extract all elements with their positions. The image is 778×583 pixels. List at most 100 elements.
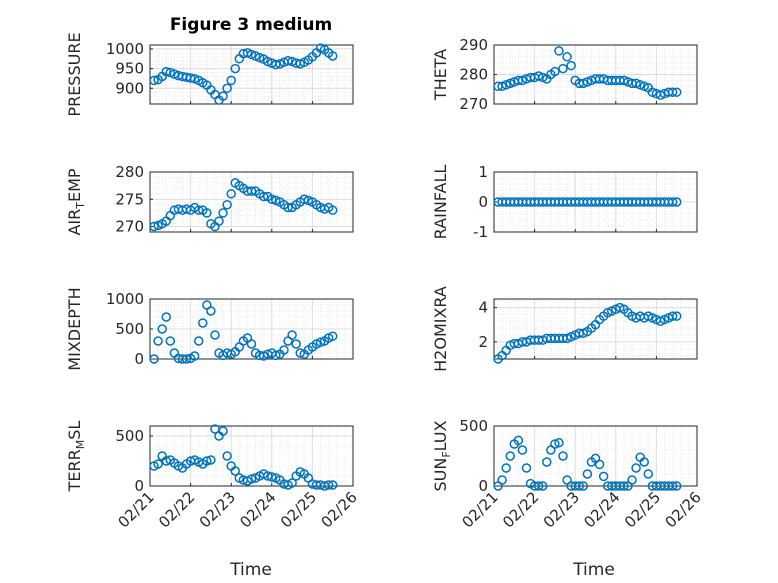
data-point <box>501 80 511 90</box>
data-point <box>550 66 560 77</box>
data-point <box>501 463 511 473</box>
data-point <box>533 481 544 491</box>
data-point <box>230 63 241 74</box>
subplot-terr-msl: 050002/2102/2202/2302/2402/2502/26TERRMS… <box>65 421 361 532</box>
data-point <box>283 202 293 213</box>
x-tick-label: 02/25 <box>277 488 320 531</box>
y-axis-label: MIXDEPTH <box>65 287 84 370</box>
data-point <box>582 469 593 479</box>
y-tick-label: 2 <box>478 333 488 351</box>
y-tick-label: 290 <box>459 36 488 54</box>
data-markers <box>493 435 682 491</box>
data-point <box>153 336 163 346</box>
data-point <box>202 208 212 218</box>
data-point <box>517 75 528 86</box>
x-tick-label: 02/22 <box>155 488 198 531</box>
data-point <box>287 478 297 488</box>
data-markers <box>149 178 338 232</box>
data-point <box>230 466 241 476</box>
y-tick-label: 0 <box>478 477 488 495</box>
axes-box <box>149 44 354 105</box>
data-point <box>327 51 338 61</box>
x-axis-label-right: Time <box>572 560 615 580</box>
data-point <box>198 318 208 328</box>
data-markers <box>149 43 338 105</box>
data-point <box>598 471 609 482</box>
x-tick-label: 02/26 <box>662 488 705 531</box>
data-point <box>295 348 305 358</box>
x-tick-label: 02/26 <box>318 488 361 531</box>
data-point <box>267 472 277 482</box>
y-tick-label: 950 <box>115 60 144 78</box>
data-point <box>181 354 192 364</box>
data-point <box>193 336 204 346</box>
axes-box <box>493 425 698 487</box>
data-point <box>271 350 281 361</box>
data-point <box>222 199 232 210</box>
data-point <box>667 87 678 97</box>
data-point <box>667 311 678 321</box>
plot-area <box>150 172 353 232</box>
data-point <box>655 90 666 100</box>
x-tick-label: 02/25 <box>621 488 664 531</box>
data-point <box>558 63 568 74</box>
data-point <box>287 330 297 340</box>
data-point <box>153 459 163 469</box>
data-point <box>562 52 572 62</box>
data-point <box>193 205 204 215</box>
data-point <box>206 306 216 316</box>
x-tick-label: 02/24 <box>580 488 623 531</box>
data-point <box>214 216 224 226</box>
data-point <box>505 78 515 89</box>
data-point <box>533 71 544 81</box>
data-point <box>149 354 159 364</box>
data-point <box>566 60 576 71</box>
data-point <box>639 457 649 467</box>
data-point <box>537 72 548 83</box>
data-point <box>627 475 637 485</box>
data-point <box>291 339 301 349</box>
data-point <box>671 87 682 97</box>
data-point <box>497 475 507 485</box>
subplot-rainfall: -1 0 1 RAINFALL <box>431 163 698 241</box>
x-tick-label: 02/23 <box>540 488 583 531</box>
data-point <box>631 78 641 89</box>
x-axis-label-left: Time <box>229 560 272 580</box>
y-tick-label: 4 <box>478 299 488 317</box>
y-tick-label: 500 <box>115 320 144 338</box>
axes-box <box>149 425 354 487</box>
y-tick-label: 270 <box>115 218 144 236</box>
data-point <box>327 480 338 490</box>
data-point <box>157 324 167 334</box>
y-axis-label: TERRMSL <box>65 421 87 493</box>
x-tick-label: 02/23 <box>196 488 239 531</box>
x-tick-label: 02/22 <box>499 488 542 531</box>
y-tick-label: 500 <box>115 427 144 445</box>
y-axis-label: PRESSURE <box>65 32 84 116</box>
data-point <box>671 197 682 207</box>
axes-box <box>493 298 698 360</box>
data-markers <box>149 300 338 364</box>
data-point <box>647 87 658 97</box>
data-point <box>218 208 228 218</box>
plot-area <box>494 426 697 486</box>
data-point <box>578 78 589 89</box>
y-tick-label: 275 <box>115 190 144 208</box>
data-point <box>246 474 257 484</box>
y-axis-label: RAINFALL <box>431 165 450 240</box>
data-point <box>246 339 257 349</box>
data-point <box>267 194 277 205</box>
figure-title: Figure 3 medium <box>170 15 332 35</box>
data-point <box>161 312 171 322</box>
data-point <box>165 336 176 346</box>
data-point <box>631 463 641 473</box>
data-point <box>258 191 269 202</box>
data-point <box>671 481 682 491</box>
y-tick-label: 270 <box>459 95 488 113</box>
data-point <box>149 221 159 232</box>
data-point <box>639 81 649 92</box>
data-point <box>667 197 678 207</box>
